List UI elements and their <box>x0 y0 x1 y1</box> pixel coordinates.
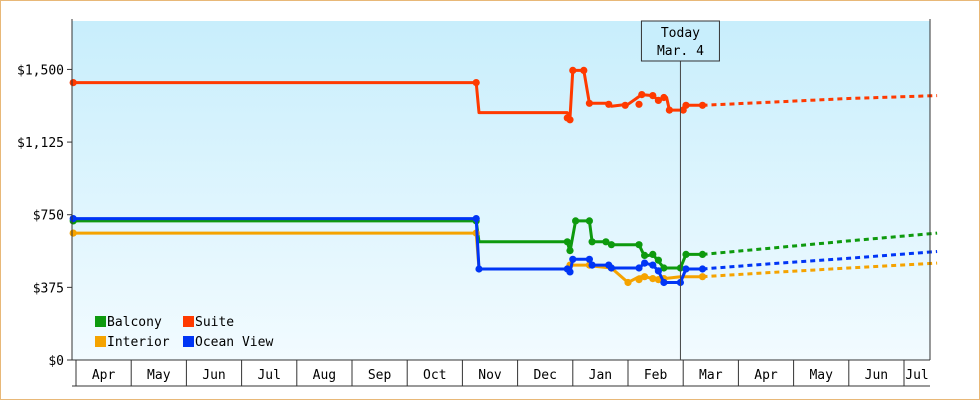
legend-label-interior: Interior <box>107 335 170 350</box>
data-point-interior <box>69 229 77 237</box>
data-point-suite <box>682 101 690 109</box>
data-point-interior <box>641 273 649 281</box>
projection-line-balcony <box>702 231 938 256</box>
series-ocean-view <box>69 215 938 287</box>
data-point-suite <box>698 101 707 109</box>
data-point-suite <box>566 116 574 124</box>
legend-swatch-ocean-view <box>183 336 194 347</box>
data-point-interior <box>649 275 657 283</box>
y-tick-label: $1,125 <box>17 136 64 151</box>
data-point-ocean-view <box>660 278 668 287</box>
data-point-suite <box>660 93 668 102</box>
data-point-suite <box>585 99 594 107</box>
series-balcony <box>69 217 938 272</box>
legend-label-balcony: Balcony <box>107 315 162 330</box>
data-point-ocean-view <box>475 265 483 273</box>
x-tick-label: Sep <box>368 368 392 383</box>
x-tick-label: Apr <box>92 368 116 383</box>
data-point-ocean-view <box>472 215 480 223</box>
data-point-suite <box>638 91 646 99</box>
data-point-interior <box>635 276 643 284</box>
data-point-suite <box>580 66 588 74</box>
x-tick-label: Aug <box>313 368 336 383</box>
y-tick-label: $375 <box>33 281 64 296</box>
x-tick-label: Jun <box>202 368 225 383</box>
projection-line-suite <box>702 94 938 107</box>
data-point-ocean-view <box>654 267 663 275</box>
legend-swatch-balcony <box>95 316 106 327</box>
y-tick-label: $750 <box>33 209 64 224</box>
legend-item-balcony: Balcony <box>95 315 162 330</box>
data-point-balcony <box>682 250 690 258</box>
data-point-suite <box>665 106 674 114</box>
x-tick-label: Jun <box>865 368 888 383</box>
projection-line-interior <box>702 261 938 279</box>
data-point-ocean-view <box>682 265 690 273</box>
data-point-suite <box>654 96 663 104</box>
data-point-balcony <box>588 238 596 246</box>
legend-item-suite: Suite <box>183 315 234 330</box>
today-box <box>640 20 720 62</box>
data-point-ocean-view <box>566 268 574 276</box>
x-tick-label: Jan <box>589 368 612 383</box>
projection-line-ocean-view <box>702 250 938 271</box>
data-point-suite <box>649 92 657 100</box>
data-point-ocean-view <box>569 255 577 263</box>
data-point-ocean-view <box>588 261 596 269</box>
y-tick-label: $1,500 <box>17 63 64 78</box>
today-label: Today <box>661 26 700 41</box>
x-tick-label: Dec <box>533 368 556 383</box>
data-point-balcony <box>563 238 571 246</box>
data-point-balcony <box>654 256 663 264</box>
data-point-ocean-view <box>649 261 657 269</box>
x-tick-label: Feb <box>644 368 668 383</box>
data-point-ocean-view <box>641 259 649 267</box>
x-tick-label: Mar <box>699 368 723 383</box>
y-tick-label: $0 <box>48 354 64 369</box>
legend-label-suite: Suite <box>195 315 234 330</box>
legend-swatch-interior <box>95 336 106 347</box>
x-tick-label: Jul <box>257 368 280 383</box>
data-point-balcony <box>698 250 707 258</box>
data-point-balcony <box>572 217 580 225</box>
legend-item-ocean-view: Ocean View <box>183 335 273 350</box>
data-point-suite <box>472 79 480 87</box>
legend-swatch-suite <box>183 316 194 327</box>
x-tick-label: Oct <box>423 368 446 383</box>
data-point-balcony <box>660 264 668 272</box>
legend-label-ocean-view: Ocean View <box>195 335 273 350</box>
legend-item-interior: Interior <box>95 335 170 350</box>
data-point-ocean-view <box>69 215 77 223</box>
data-point-balcony <box>607 241 616 249</box>
data-point-suite <box>569 66 577 74</box>
data-point-balcony <box>641 251 649 259</box>
x-tick-label: Jul <box>905 368 928 383</box>
data-point-balcony <box>602 238 610 246</box>
data-point-balcony <box>566 247 574 255</box>
data-point-interior <box>698 273 707 281</box>
plot-background <box>72 21 930 360</box>
data-point-suite <box>621 101 629 109</box>
data-point-suite <box>605 100 613 108</box>
data-point-balcony <box>585 217 594 225</box>
data-point-balcony <box>649 250 657 258</box>
today-date-label: Mar. 4 <box>657 44 704 59</box>
data-point-suite <box>635 100 643 108</box>
x-tick-label: May <box>147 368 171 383</box>
data-point-balcony <box>635 241 643 249</box>
data-point-ocean-view <box>607 264 616 272</box>
data-point-interior <box>624 278 632 287</box>
data-point-ocean-view <box>635 264 643 272</box>
data-point-suite <box>69 79 77 87</box>
x-tick-label: Nov <box>478 368 502 383</box>
series-suite <box>69 66 938 124</box>
data-point-ocean-view <box>698 265 707 273</box>
x-tick-label: Apr <box>754 368 778 383</box>
x-tick-label: May <box>809 368 833 383</box>
data-point-ocean-view <box>585 255 594 263</box>
